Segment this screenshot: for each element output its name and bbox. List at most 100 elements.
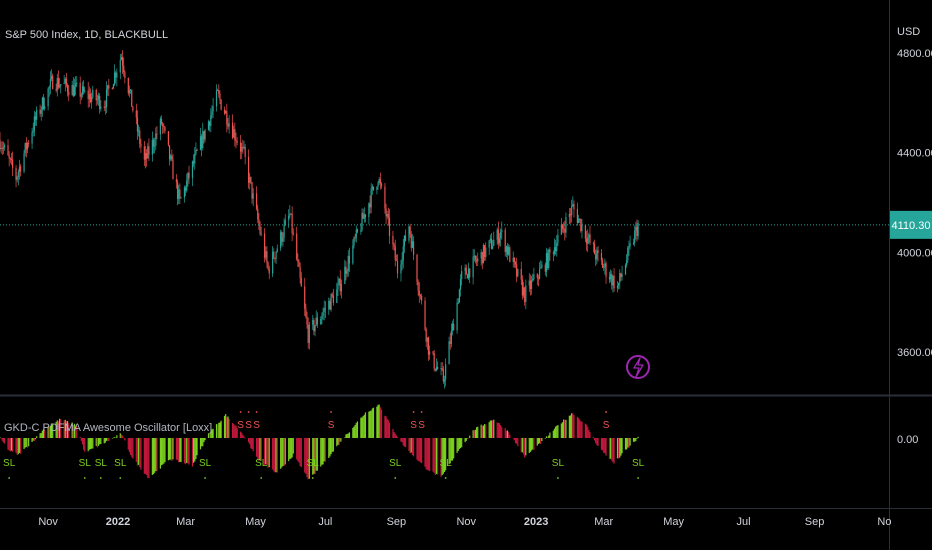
candle-body — [167, 131, 170, 146]
signal-short-label: S — [253, 420, 260, 431]
oscillator-bar — [68, 423, 70, 438]
oscillator-bar — [485, 424, 487, 438]
candle-body — [521, 279, 524, 296]
oscillator-bar — [186, 438, 188, 463]
candle-body — [424, 300, 426, 330]
oscillator-bar — [593, 438, 596, 441]
oscillator-bar — [204, 438, 206, 441]
oscillator-bar — [108, 438, 110, 441]
oscillator-bar — [31, 438, 33, 443]
candle-body — [171, 155, 173, 160]
candle-body — [225, 111, 227, 114]
candle-body — [604, 263, 606, 267]
candle-body — [379, 179, 381, 184]
candle-body — [36, 109, 38, 120]
candle-body — [635, 226, 637, 232]
oscillator-bar — [432, 438, 434, 472]
candle-body — [621, 274, 623, 277]
candle-body — [57, 78, 60, 88]
candle-body — [563, 228, 565, 230]
candle-body — [432, 351, 434, 354]
price-axis[interactable]: USD 4800.00 4400.00 4000.00 3600.00 — [897, 26, 932, 359]
oscillator-bar — [435, 438, 438, 474]
oscillator-bar — [445, 438, 447, 471]
oscillator-bar — [556, 425, 558, 438]
oscillator-bar — [243, 436, 245, 438]
candle-body — [636, 226, 638, 236]
oscillator-bar — [482, 425, 485, 438]
oscillator-bar — [592, 437, 595, 438]
signal-short-dot — [330, 411, 332, 413]
indicator-title: GKD-C PDFMA Awesome Oscillator [Loxx] — [4, 422, 212, 434]
oscillator-bar — [298, 438, 300, 463]
candle-body — [572, 203, 574, 207]
oscillator-bar — [427, 438, 430, 471]
candle-body — [564, 229, 566, 233]
time-tick-label: 2022 — [106, 516, 130, 528]
candle-body — [273, 251, 275, 259]
oscillator-bar — [619, 438, 621, 458]
time-axis[interactable]: Nov 2022 Mar May Jul Sep Nov 2023 Mar May Jul Sep No — [38, 516, 891, 528]
oscillator-bar — [581, 421, 583, 438]
lightning-alert-icon[interactable] — [626, 355, 650, 379]
oscillator-bar — [282, 438, 284, 466]
oscillator-bar — [3, 438, 6, 444]
oscillator-bar — [492, 420, 494, 438]
candle-body — [7, 145, 9, 156]
candle-body — [560, 224, 562, 235]
candle-body — [252, 193, 254, 199]
candle-body — [477, 258, 479, 262]
candle-body — [52, 75, 54, 89]
candle-body — [402, 246, 404, 261]
oscillator-bar — [140, 438, 142, 470]
candle-body — [372, 186, 375, 190]
candle-body — [540, 267, 542, 269]
candle-body — [162, 123, 164, 127]
candle-body — [99, 95, 101, 110]
candle-body — [364, 214, 367, 218]
candle-body — [257, 208, 259, 220]
oscillator-bar — [378, 404, 380, 438]
oscillator-bar — [48, 426, 50, 438]
price-tick-label: 4000.00 — [897, 247, 932, 259]
candlestick-series[interactable] — [0, 50, 639, 389]
candle-body — [522, 287, 525, 296]
oscillator-bar — [387, 420, 389, 438]
candle-body — [532, 278, 534, 281]
oscillator-bar — [225, 414, 227, 438]
candle-body — [513, 257, 515, 263]
candle-body — [289, 213, 291, 216]
oscillator-bar — [89, 438, 92, 450]
oscillator-bar — [95, 438, 97, 447]
candle-body — [170, 155, 172, 160]
signal-short-dot — [247, 411, 250, 413]
oscillator-bar — [209, 433, 211, 438]
oscillator-bar — [417, 438, 419, 462]
candle-body — [247, 156, 250, 183]
candle-body — [144, 153, 147, 160]
candle-body — [528, 280, 530, 286]
signal-long-label: SL — [114, 458, 127, 469]
oscillator-bar — [193, 438, 195, 463]
oscillator-bar — [372, 407, 375, 438]
oscillator-bar — [155, 438, 157, 472]
candle-body — [386, 214, 388, 217]
oscillator-bar — [506, 430, 509, 438]
oscillator-bar — [386, 419, 388, 438]
candle-body — [17, 171, 19, 178]
oscillator-bar — [595, 438, 597, 444]
candle-body — [175, 179, 178, 183]
candle-body — [143, 146, 145, 160]
oscillator-bar — [64, 419, 66, 438]
candle-body — [219, 93, 221, 100]
candle-body — [290, 213, 292, 215]
candle-body — [265, 251, 267, 258]
oscillator-bar — [9, 438, 11, 452]
oscillator-bar — [621, 438, 623, 454]
oscillator-bar — [433, 438, 435, 473]
oscillator-bar — [618, 438, 620, 459]
candle-body — [267, 262, 269, 269]
oscillator-bar — [242, 434, 244, 438]
oscillator-histogram[interactable] — [0, 404, 639, 480]
